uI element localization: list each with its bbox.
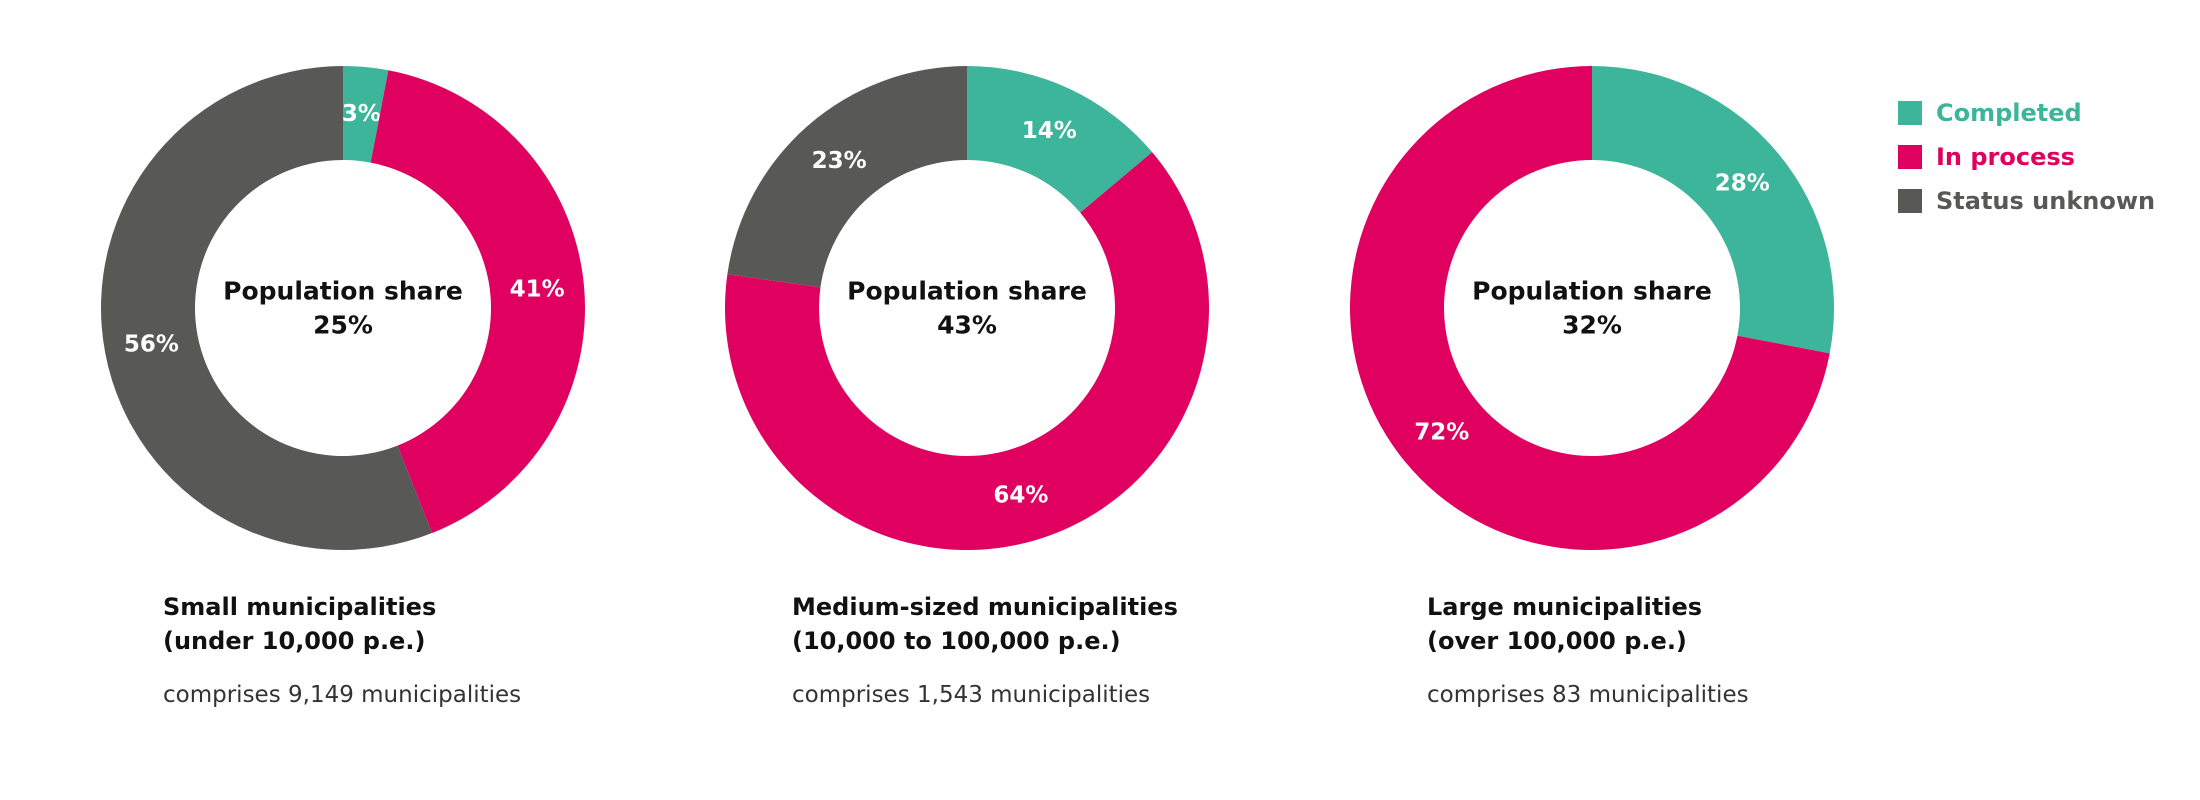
caption-title-line1: Medium-sized municipalities [792,593,1178,621]
slice-label-in-process: 72% [1414,419,1469,445]
center-value: 43% [937,311,997,340]
legend-label-in-process: In process [1936,143,2075,171]
center-label: Population share [847,277,1087,306]
donut-chart-2: 14% 64% 23% Population share 43% [725,66,1209,550]
center-value: 25% [313,311,373,340]
donut-chart-3: 28% 72% Population share 32% [1349,66,1834,551]
caption-title-line1: Large municipalities [1427,593,1703,621]
slice-label-completed: 28% [1715,171,1770,197]
caption-large-municipalities: Large municipalities (over 100,000 p.e.)… [1427,590,1987,710]
caption-title-line2: (under 10,000 p.e.) [163,627,426,655]
donut-slice-completed [343,66,389,163]
slice-label-status-unknown: 23% [812,148,867,174]
center-value: 32% [1562,311,1622,340]
caption-title-line2: (10,000 to 100,000 p.e.) [792,627,1121,655]
slice-label-status-unknown: 56% [124,332,179,358]
caption-description: comprises 1,543 municipalities [792,682,1151,708]
slice-label-completed: 14% [1022,118,1077,144]
donut-slice-in-process [1349,66,1830,551]
caption-description: comprises 83 municipalities [1427,682,1749,708]
donut-chart-1: 3% 41% 56% Population share 25% [100,66,585,550]
caption-title-line2: (over 100,000 p.e.) [1427,627,1687,655]
legend-item-completed: Completed [1898,96,2155,130]
slice-label-in-process: 41% [510,277,565,303]
donut-slice-completed [967,66,1153,213]
legend-swatch-status-unknown [1898,189,1922,213]
donut-slice-in-process [725,152,1209,550]
legend-swatch-in-process [1898,145,1922,169]
caption-medium-municipalities: Medium-sized municipalities (10,000 to 1… [792,590,1352,710]
legend-item-in-process: In process [1898,140,2155,174]
donut-slice-status-unknown [727,66,967,288]
legend: Completed In process Status unknown [1898,96,2155,228]
slice-label-completed: 3% [342,101,381,127]
donut-slice-status-unknown [100,66,433,550]
caption-title-line1: Small municipalities [163,593,437,621]
legend-label-completed: Completed [1936,99,2082,127]
legend-label-status-unknown: Status unknown [1936,187,2156,215]
center-label: Population share [223,277,463,306]
caption-description: comprises 9,149 municipalities [163,682,522,708]
legend-swatch-completed [1898,101,1922,125]
donut-slice-completed [1592,66,1834,354]
slice-label-in-process: 64% [993,482,1048,508]
caption-small-municipalities: Small municipalities (under 10,000 p.e.)… [163,590,723,710]
center-label: Population share [1472,277,1712,306]
donut-slice-in-process [370,70,585,534]
legend-item-status-unknown: Status unknown [1898,184,2155,218]
